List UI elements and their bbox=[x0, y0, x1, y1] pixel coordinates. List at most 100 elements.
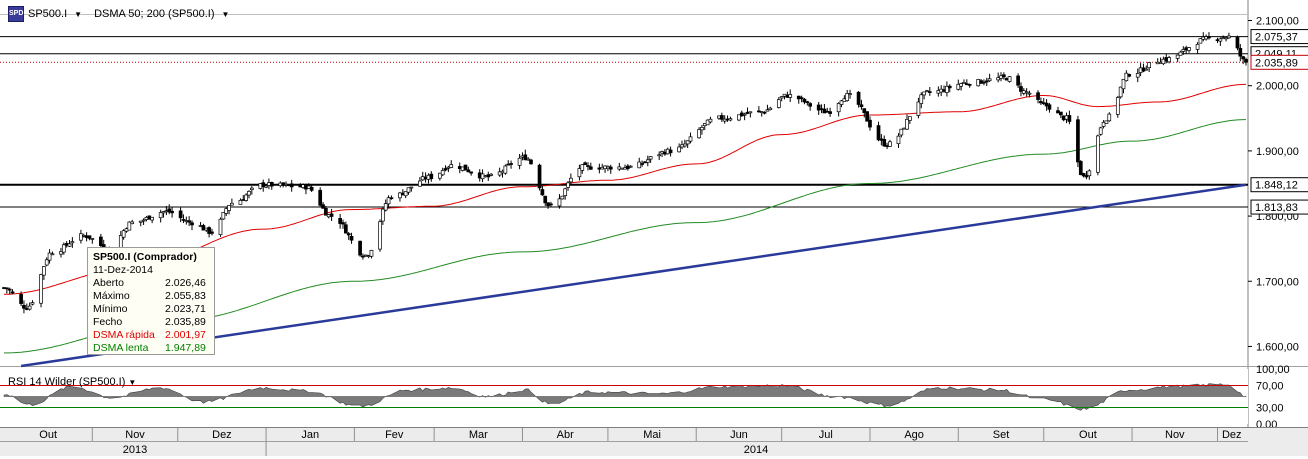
y-tick-label: 1.600,00 bbox=[1256, 341, 1299, 353]
candle-body bbox=[437, 172, 442, 179]
candle-body bbox=[737, 114, 741, 121]
candle-body bbox=[318, 189, 323, 206]
candle-body bbox=[1167, 57, 1171, 63]
candle-body bbox=[845, 93, 850, 101]
candle-body bbox=[677, 146, 681, 153]
candle-body bbox=[406, 187, 411, 193]
candle-body bbox=[839, 100, 844, 105]
rsi-tick-label: 100,00 bbox=[1256, 364, 1290, 376]
level-price-label: 1.848,12 bbox=[1255, 180, 1298, 192]
candle-body bbox=[70, 241, 75, 244]
candle-body bbox=[141, 219, 146, 222]
month-label: Dez bbox=[212, 429, 232, 441]
month-label: Mar bbox=[469, 429, 488, 441]
candle-body bbox=[748, 111, 753, 114]
candle-body bbox=[1058, 111, 1063, 116]
candle-body bbox=[187, 220, 192, 223]
candle-body bbox=[1181, 49, 1186, 52]
month-label: Abr bbox=[557, 429, 574, 441]
candle-body bbox=[429, 173, 434, 180]
candle-body bbox=[178, 210, 183, 219]
chevron-down-icon[interactable]: ▼ bbox=[128, 377, 137, 387]
candle-body bbox=[167, 208, 172, 213]
candle-body bbox=[289, 183, 294, 188]
candle-body bbox=[987, 78, 992, 82]
candle-body bbox=[329, 213, 334, 217]
candle-body bbox=[916, 101, 921, 116]
candle-body bbox=[346, 233, 351, 236]
candle-body bbox=[1087, 170, 1092, 177]
candle-body bbox=[181, 219, 186, 221]
chevron-down-icon[interactable]: ▼ bbox=[221, 9, 230, 19]
tooltip-title: SP500.I (Comprador) bbox=[93, 251, 197, 263]
candle-body bbox=[383, 203, 388, 211]
candle-body bbox=[1121, 78, 1126, 90]
candle-body bbox=[489, 173, 493, 176]
candle-body bbox=[905, 119, 909, 130]
tooltip-row-value: 1.947,89 bbox=[165, 342, 206, 354]
candle-body bbox=[859, 104, 864, 108]
month-label: Set bbox=[993, 429, 1010, 441]
candle-body bbox=[1007, 76, 1012, 82]
candle-body bbox=[586, 165, 590, 167]
symbol-label[interactable]: SP500.I bbox=[28, 8, 68, 20]
candle-body bbox=[378, 221, 382, 250]
candle-body bbox=[1016, 75, 1020, 86]
candle-body bbox=[685, 140, 690, 145]
candle-body bbox=[882, 139, 887, 147]
tooltip-row: DSMA rápida 2.001,97 bbox=[93, 329, 209, 342]
candle-body bbox=[324, 207, 328, 216]
chevron-down-icon[interactable]: ▼ bbox=[74, 9, 83, 19]
y-tick-label: 1.700,00 bbox=[1256, 276, 1299, 288]
candle-body bbox=[10, 291, 15, 294]
candle-body bbox=[44, 259, 49, 266]
candle-body bbox=[1036, 92, 1040, 100]
candle-body bbox=[99, 236, 103, 246]
y-tick-label: 1.900,00 bbox=[1256, 146, 1299, 158]
candle-body bbox=[1002, 74, 1006, 78]
candle-body bbox=[1238, 47, 1243, 57]
rsi-label[interactable]: RSI 14 Wilder (SP500.I) bbox=[8, 376, 126, 388]
candle-body bbox=[1224, 37, 1228, 40]
candle-body bbox=[503, 165, 508, 174]
candle-body bbox=[888, 141, 892, 147]
rsi-header: RSI 14 Wilder (SP500.I) ▼ bbox=[8, 376, 136, 388]
candle-body bbox=[1115, 97, 1120, 115]
candle-body bbox=[557, 198, 562, 207]
level-price-box bbox=[1250, 29, 1308, 45]
tooltip-row-label: Aberto bbox=[93, 277, 124, 289]
candle-body bbox=[996, 77, 1001, 81]
tooltip-row-label: DSMA rápida bbox=[93, 329, 155, 341]
candle-body bbox=[982, 81, 986, 84]
candle-body bbox=[925, 90, 929, 93]
candle-body bbox=[207, 227, 211, 234]
candle-body bbox=[50, 253, 55, 256]
candle-body bbox=[27, 305, 32, 310]
level-price-box bbox=[1250, 177, 1308, 193]
month-label: Jul bbox=[819, 429, 833, 441]
candle-body bbox=[862, 108, 867, 114]
candle-body bbox=[418, 180, 422, 187]
candle-body bbox=[563, 188, 568, 196]
candle-body bbox=[264, 185, 268, 188]
candle-body bbox=[640, 163, 644, 165]
month-label: Nov bbox=[125, 429, 145, 441]
rsi-tick-label: 30,00 bbox=[1256, 403, 1284, 415]
month-label: Mai bbox=[643, 429, 661, 441]
candle-body bbox=[808, 103, 813, 107]
tooltip-row-value: 2.026,46 bbox=[165, 277, 206, 289]
candle-body bbox=[708, 118, 713, 123]
candle-body bbox=[802, 98, 807, 103]
candle-body bbox=[309, 186, 314, 191]
candle-body bbox=[828, 111, 832, 114]
candle-body bbox=[776, 99, 781, 108]
candle-body bbox=[349, 235, 354, 241]
candle-body bbox=[697, 129, 701, 139]
candle-body bbox=[358, 240, 362, 256]
candle-body bbox=[1039, 101, 1043, 104]
tooltip-row: Aberto 2.026,46 bbox=[93, 277, 209, 290]
indicator-label[interactable]: DSMA 50; 200 (SP500.I) bbox=[94, 8, 215, 20]
tooltip-row: Fecho 2.035,89 bbox=[93, 316, 209, 329]
candle-body bbox=[386, 197, 391, 205]
